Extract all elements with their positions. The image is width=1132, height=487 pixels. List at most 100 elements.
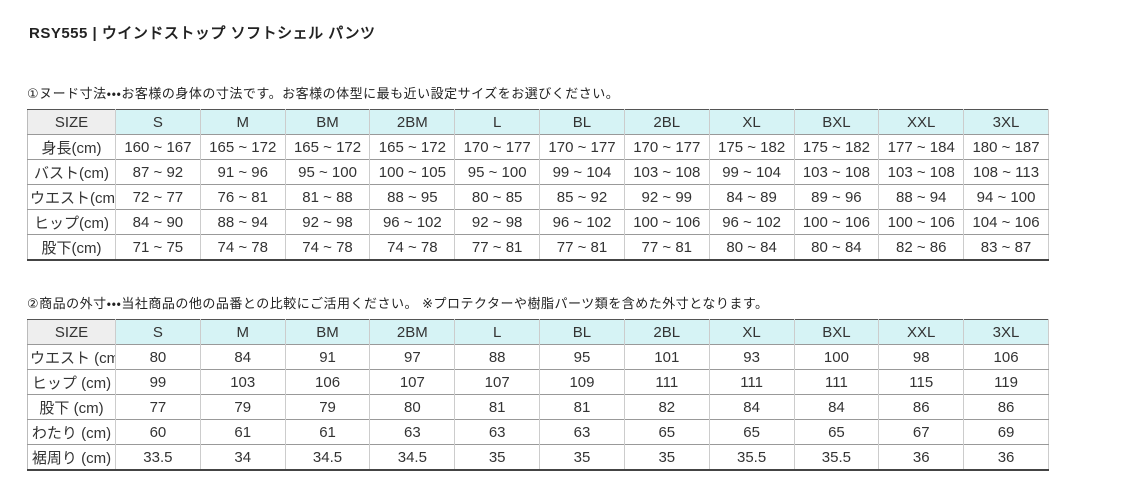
- table-cell: 92 ~ 99: [623, 184, 710, 210]
- table-cell: 80 ~ 84: [708, 234, 794, 260]
- table-cell: 170 ~ 177: [539, 134, 625, 160]
- column-header-3xl: 3XL: [963, 109, 1049, 135]
- table-row: わたり (cm) 60 61 61 63 63 63 65 65 65 67 69: [27, 419, 1049, 445]
- table-cell: 86: [878, 394, 964, 420]
- table-cell: 84: [793, 394, 879, 420]
- column-header-3xl: 3XL: [963, 319, 1049, 345]
- table-cell: 170 ~ 177: [623, 134, 710, 160]
- table-cell: 77 ~ 81: [539, 234, 625, 260]
- table-cell: 35: [623, 444, 710, 470]
- column-header-2bl: 2BL: [623, 319, 710, 345]
- table-cell: 33.5: [115, 444, 201, 470]
- table-cell: 74 ~ 78: [369, 234, 455, 260]
- table-cell: 115: [878, 369, 964, 395]
- section2-intro: ②商品の外寸・・・当社商品の他の品番との比較にご活用ください。 ※プロテクターや…: [27, 296, 769, 311]
- table-cell: 84 ~ 89: [708, 184, 794, 210]
- table-cell: 76 ~ 81: [199, 184, 286, 210]
- table-cell: 35: [454, 444, 540, 470]
- table-cell: 88 ~ 94: [878, 184, 964, 210]
- column-header-2bl: 2BL: [623, 109, 710, 135]
- column-header-bxl: BXL: [793, 319, 879, 345]
- column-header-2bm: 2BM: [369, 109, 455, 135]
- table-row: ウエスト(cm) 72 ~ 77 76 ~ 81 81 ~ 88 88 ~ 95 80 ~…: [27, 184, 1049, 210]
- table-cell: 63: [454, 419, 540, 445]
- column-header-s: S: [115, 109, 201, 135]
- table-cell: 177 ~ 184: [878, 134, 964, 160]
- row-label: ウエスト(cm): [27, 184, 116, 210]
- table-cell: 79: [284, 394, 370, 420]
- table-cell: 63: [369, 419, 455, 445]
- row-label: 股下(cm): [27, 234, 116, 260]
- table-cell: 36: [878, 444, 964, 470]
- table-cell: 85 ~ 92: [539, 184, 625, 210]
- table-cell: 61: [284, 419, 370, 445]
- table-cell: 96 ~ 102: [708, 209, 794, 235]
- table-cell: 100 ~ 106: [623, 209, 710, 235]
- table-cell: 165 ~ 172: [369, 134, 455, 160]
- table-cell: 82 ~ 86: [878, 234, 964, 260]
- table-cell: 96 ~ 102: [369, 209, 455, 235]
- column-header-xl: XL: [708, 319, 794, 345]
- table-cell: 72 ~ 77: [115, 184, 201, 210]
- table-cell: 95 ~ 100: [284, 159, 370, 185]
- table-cell: 35: [539, 444, 625, 470]
- column-header-bxl: BXL: [793, 109, 879, 135]
- table-cell: 89 ~ 96: [793, 184, 879, 210]
- table-cell: 100 ~ 105: [369, 159, 455, 185]
- row-label: 股下 (cm): [27, 394, 116, 420]
- table-cell: 108 ~ 113: [963, 159, 1049, 185]
- table-cell: 74 ~ 78: [284, 234, 370, 260]
- table-cell: 95: [539, 344, 625, 370]
- table-cell: 91 ~ 96: [199, 159, 286, 185]
- table-row: 股下(cm) 71 ~ 75 74 ~ 78 74 ~ 78 74 ~ 78 77 ~ 8…: [27, 234, 1049, 260]
- table-cell: 84 ~ 90: [115, 209, 201, 235]
- table-cell: 79: [199, 394, 286, 420]
- table-cell: 86: [963, 394, 1049, 420]
- table-cell: 101: [623, 344, 710, 370]
- header-row: SIZE S M BM 2BM L BL 2BL XL BXL XXL 3XL: [27, 319, 1049, 345]
- size-corner-header: SIZE: [27, 319, 116, 345]
- row-label: ヒップ(cm): [27, 209, 116, 235]
- table-cell: 84: [708, 394, 794, 420]
- row-label: バスト(cm): [27, 159, 116, 185]
- column-header-m: M: [199, 109, 286, 135]
- table-cell: 80 ~ 85: [454, 184, 540, 210]
- table-row: バスト(cm) 87 ~ 92 91 ~ 96 95 ~ 100 100 ~ 105 95…: [27, 159, 1049, 185]
- table-cell: 107: [369, 369, 455, 395]
- table-cell: 106: [963, 344, 1049, 370]
- table-cell: 35.5: [708, 444, 794, 470]
- table-cell: 34.5: [369, 444, 455, 470]
- table-cell: 94 ~ 100: [963, 184, 1049, 210]
- table-cell: 180 ~ 187: [963, 134, 1049, 160]
- table-cell: 97: [369, 344, 455, 370]
- table-cell: 88 ~ 95: [369, 184, 455, 210]
- row-label: ヒップ (cm): [27, 369, 116, 395]
- table-cell: 63: [539, 419, 625, 445]
- section1-intro: ①ヌード寸法・・・お客様の身体の寸法です。お客様の体型に最も近い設定サイズをお選…: [27, 86, 620, 101]
- table-row: ヒップ (cm) 99 103 106 107 107 109 111 111 111 115 119: [27, 369, 1049, 395]
- table-cell: 99 ~ 104: [539, 159, 625, 185]
- row-label: 身長(cm): [27, 134, 116, 160]
- table-cell: 175 ~ 182: [793, 134, 879, 160]
- table-cell: 88: [454, 344, 540, 370]
- table-cell: 100 ~ 106: [878, 209, 964, 235]
- page-title: RSY555 | ウインドストップ ソフトシェル パンツ: [29, 25, 376, 42]
- column-header-bl: BL: [539, 109, 625, 135]
- table-cell: 165 ~ 172: [284, 134, 370, 160]
- table-cell: 61: [199, 419, 286, 445]
- table-cell: 91: [284, 344, 370, 370]
- table-cell: 87 ~ 92: [115, 159, 201, 185]
- header-row: SIZE S M BM 2BM L BL 2BL XL BXL XXL 3XL: [27, 109, 1049, 135]
- table-cell: 119: [963, 369, 1049, 395]
- table-cell: 83 ~ 87: [963, 234, 1049, 260]
- table-cell: 103 ~ 108: [623, 159, 710, 185]
- table-cell: 69: [963, 419, 1049, 445]
- table-cell: 80: [115, 344, 201, 370]
- table-cell: 80: [369, 394, 455, 420]
- row-label: 裾周り (cm): [27, 444, 116, 470]
- table-cell: 165 ~ 172: [199, 134, 286, 160]
- table-row: 裾周り (cm) 33.5 34 34.5 34.5 35 35 35 35.5 35.5 36 36: [27, 444, 1049, 470]
- column-header-bl: BL: [539, 319, 625, 345]
- table-cell: 109: [539, 369, 625, 395]
- table-cell: 65: [708, 419, 794, 445]
